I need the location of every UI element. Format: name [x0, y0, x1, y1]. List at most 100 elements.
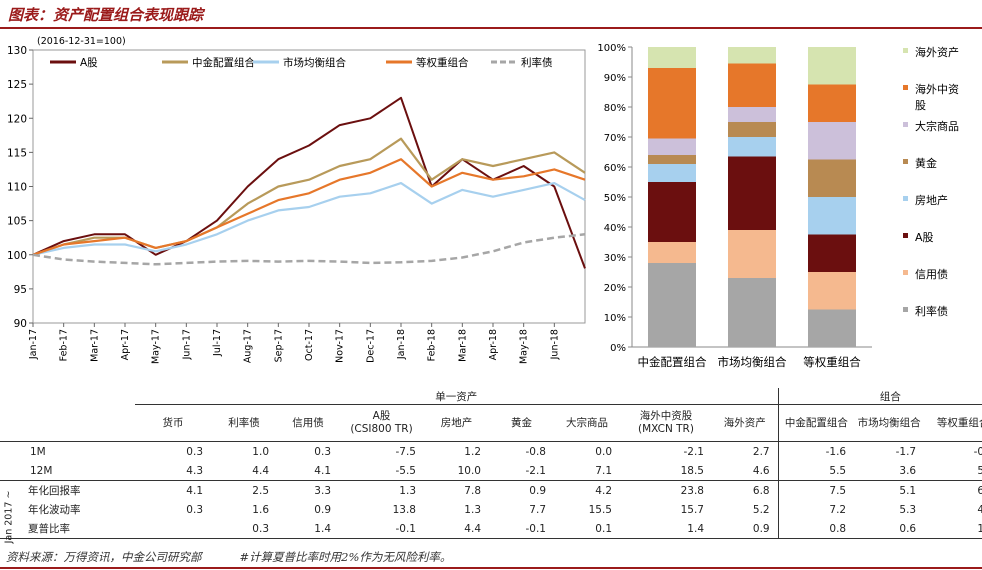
- y-tick-label: 105: [7, 216, 27, 228]
- legend-label-cont: 股: [915, 99, 926, 112]
- cell-value: 1.3: [399, 484, 416, 497]
- cell-value: 7.5: [777, 480, 855, 500]
- bar-segment-6-1: [728, 63, 776, 107]
- x-tick-label: Aug-17: [243, 329, 254, 363]
- cell-value: 0.3: [314, 445, 331, 458]
- col-header-single: 房地产: [424, 404, 489, 442]
- y-tick-label: 125: [7, 79, 27, 91]
- y-tick-label: 40%: [604, 223, 626, 234]
- col-header-combo: 等权重组合: [924, 404, 982, 442]
- legend-label: 大宗商品: [915, 119, 959, 133]
- cell-value: -0.8: [525, 445, 547, 458]
- bar-segment-0-0: [648, 263, 696, 347]
- col-header-single: 海外资产: [712, 404, 779, 442]
- performance-table: 单一资产 组合 货币 利率债 信用债 A股 (CSI800 TR) 房地产 黄金 大宗商品 海外…: [0, 388, 982, 539]
- y-tick-label: 80%: [604, 103, 626, 114]
- x-tick-label: Oct-17: [304, 329, 315, 361]
- cell-value: -5.5: [339, 461, 424, 481]
- cell-value: 3.6: [854, 461, 925, 481]
- cell-value: 1.6: [252, 503, 269, 516]
- col-header-combo: 市场均衡组合: [854, 404, 925, 442]
- legend-label: 利率债: [521, 56, 553, 69]
- legend-label: 利率债: [915, 304, 948, 318]
- bar-segment-4-0: [648, 155, 696, 164]
- cell-value: 13.8: [392, 503, 416, 516]
- col-header-single: 大宗商品: [554, 404, 620, 442]
- x-tick-label: Jan-18: [396, 329, 407, 360]
- x-tick-label: Apr-17: [120, 329, 131, 360]
- cell-value: 1.4: [620, 519, 712, 539]
- group-combo-label: 组合: [777, 388, 982, 405]
- cell-value: 4.6: [712, 461, 779, 481]
- legend-swatch: [903, 270, 908, 275]
- y-tick-label: 50%: [604, 193, 626, 204]
- group-single-label: 单一资产: [435, 390, 478, 403]
- x-tick-label: Dec-17: [365, 329, 376, 363]
- cell-value: 4.4: [424, 519, 489, 539]
- legend-label: 海外中资: [915, 82, 959, 96]
- cell-value: 0.1: [554, 519, 620, 539]
- x-tick-label: Jan-17: [28, 329, 39, 360]
- cell-value: 6.8: [752, 484, 770, 497]
- series-line-2: [32, 182, 586, 256]
- cell-value: 4.3: [135, 461, 211, 481]
- x-tick-label: Mar-17: [89, 329, 100, 362]
- y-tick-label: 100%: [597, 43, 626, 54]
- cell-value: 0.0: [595, 445, 612, 458]
- cell-value: 5.6: [924, 461, 982, 481]
- cell-value: -1.7: [895, 445, 917, 458]
- x-tick-label: Feb-18: [427, 329, 438, 361]
- legend-label: 市场均衡组合: [283, 56, 346, 69]
- cell-value: -0.1: [489, 519, 554, 539]
- table-group-row: 单一资产 组合: [0, 388, 982, 405]
- line-chart: 90 95 100 105 110 115 120 125 130 Jan-17 Feb-17 Mar…: [7, 36, 586, 364]
- cell-value: 1.0: [252, 445, 269, 458]
- bar-segment-5-0: [648, 138, 696, 155]
- legend-label: 信用债: [915, 267, 948, 281]
- table-row: 12M 4.3 4.4 4.1 -5.5 10.0 -2.1 7.1 18.5 4.6 5.5 3.6…: [0, 461, 982, 481]
- cell-value: 0.3: [211, 519, 277, 539]
- cell-value: -0.1: [339, 519, 424, 539]
- bar-segment-0-2: [808, 309, 856, 347]
- bar-category-label: 中金配置组合: [638, 355, 707, 369]
- col-header-single: 黄金: [489, 404, 554, 442]
- legend-swatch: [903, 48, 908, 53]
- stacked-bar-chart: 0% 10% 20% 30% 40% 50% 60% 70% 80% 90% 100% 中金配置组合市…: [597, 43, 959, 369]
- legend-swatch: [903, 196, 908, 201]
- bar-segment-7-2: [808, 47, 856, 85]
- cell-value: 10.0: [424, 461, 489, 481]
- cell-value: 7.2: [777, 500, 855, 519]
- y-tick-label: 115: [7, 147, 27, 159]
- table-row: 年化回报率 4.1 2.5 3.3 1.3 7.8 0.9 4.2 23.8 6.8 7.5 5.1 6…: [0, 480, 982, 500]
- cell-value: 2.5: [252, 484, 269, 497]
- row-label: 12M: [0, 461, 135, 481]
- chart-subtitle: (2016-12-31=100): [37, 36, 126, 47]
- series-line-0: [32, 96, 586, 269]
- legend-label: 中金配置组合: [192, 56, 255, 69]
- bar-segment-3-2: [808, 197, 856, 235]
- bar-segment-6-0: [648, 68, 696, 139]
- x-tick-label: May-18: [519, 329, 530, 364]
- y-tick-label: 90: [14, 318, 27, 330]
- cell-value: 0.6: [854, 519, 925, 539]
- bar-segment-1-2: [808, 272, 856, 310]
- cell-value: 5.2: [752, 503, 770, 516]
- cell-value: 3.3: [314, 484, 331, 497]
- cell-value: 4.4: [211, 461, 277, 481]
- row-label: 年化回报率: [28, 485, 81, 497]
- cell-value: 7.7: [529, 503, 546, 516]
- cell-value: 7.8: [464, 484, 481, 497]
- legend-swatch: [903, 122, 908, 127]
- bar-segment-0-1: [728, 278, 776, 347]
- figure-title: 图表：资产配置组合表现跟踪: [8, 6, 204, 24]
- y-tick-label: 120: [7, 113, 27, 125]
- bar-segment-1-0: [648, 242, 696, 263]
- y-tick-label: 90%: [604, 73, 626, 84]
- row-label: 1M: [30, 445, 46, 458]
- table-row: 年化波动率 0.3 1.6 0.9 13.8 1.3 7.7 15.5 15.7 5.2 7.2 5.…: [0, 500, 982, 519]
- cell-value: 0.8: [777, 519, 855, 539]
- bar-segment-2-0: [648, 182, 696, 242]
- y-tick-label: 60%: [604, 163, 626, 174]
- cell-value: -2.1: [489, 461, 554, 481]
